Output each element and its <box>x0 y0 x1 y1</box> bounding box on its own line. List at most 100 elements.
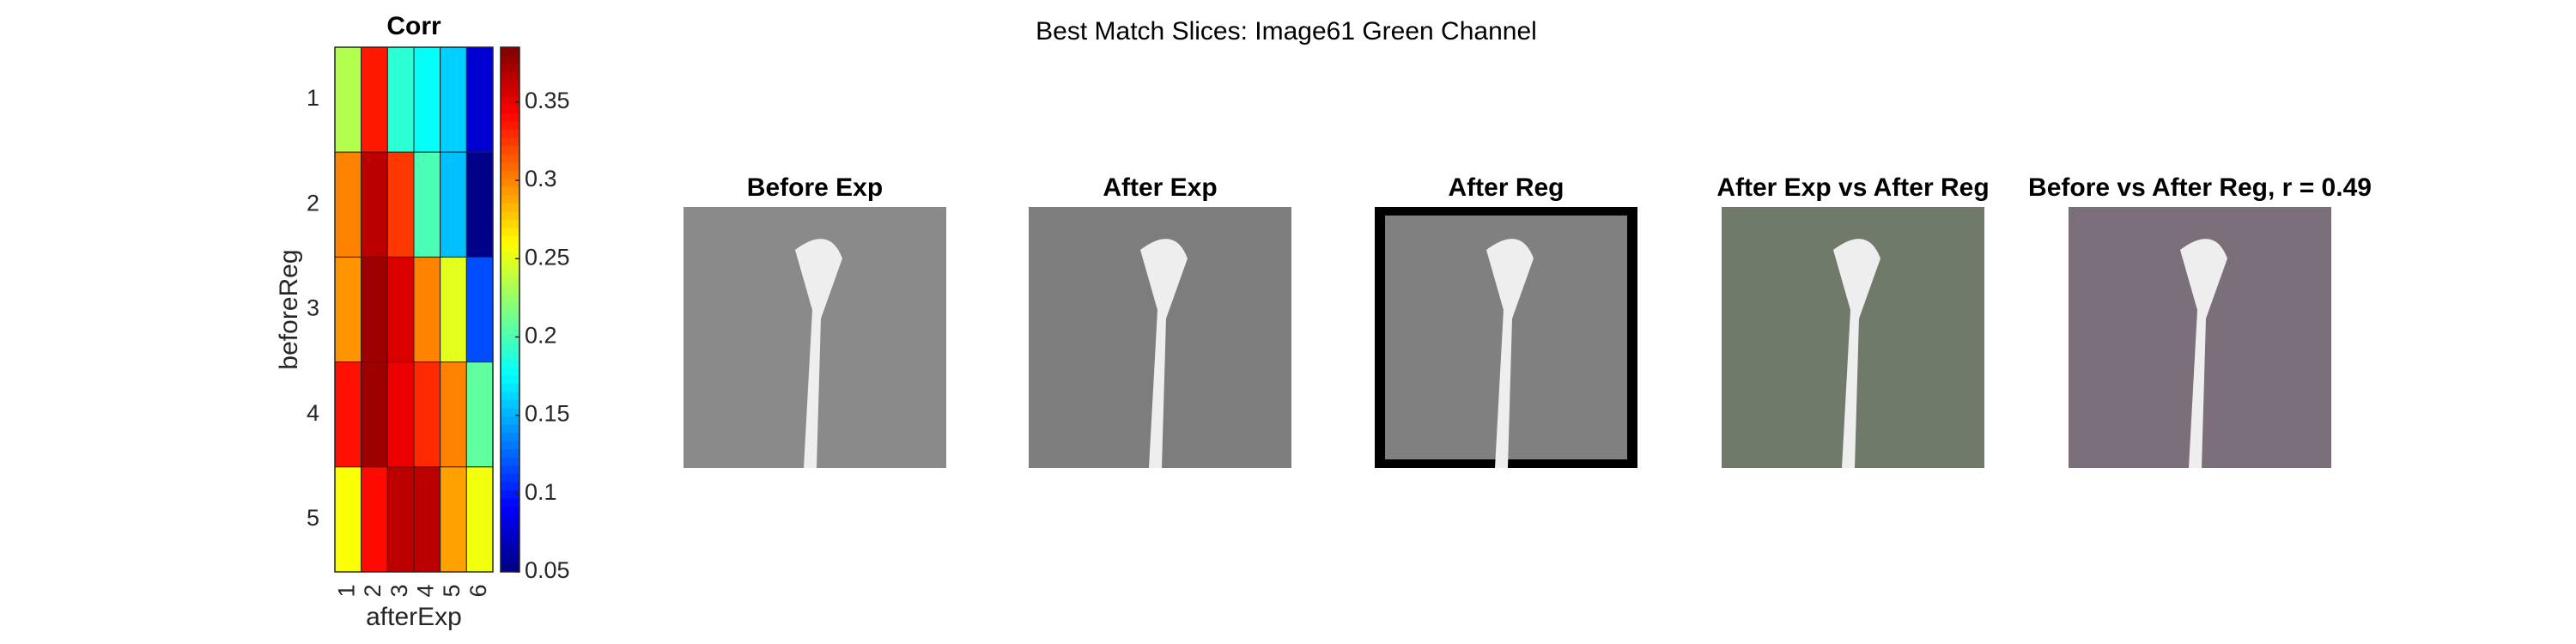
heatmap-cell <box>465 256 494 363</box>
colorbar-swatch <box>501 498 519 507</box>
heatmap-cell <box>440 151 467 258</box>
x-tick-label: 5 <box>439 584 465 597</box>
colorbar-swatch <box>501 120 519 130</box>
heatmap-cell <box>440 46 467 153</box>
colorbar-swatch <box>501 416 519 425</box>
colorbar-swatch <box>501 424 519 434</box>
colorbar-box <box>500 46 520 573</box>
heatmap-cell <box>361 466 388 573</box>
colorbar-tick-label: 0.1 <box>525 479 557 505</box>
x-tick-label: 2 <box>360 584 386 597</box>
y-axis-label: beforeReg <box>275 249 303 369</box>
colorbar-tick-label: 0.3 <box>525 166 557 191</box>
colorbar-swatch <box>501 88 519 97</box>
colorbar-tick-label: 0.35 <box>525 88 570 113</box>
image-feature <box>1486 239 1534 468</box>
panel-title: After Exp <box>1103 173 1217 202</box>
heatmap-cell <box>413 466 441 573</box>
colorbar-swatch <box>501 358 519 368</box>
colorbar-swatch <box>501 284 519 294</box>
heatmap-cell <box>465 361 494 468</box>
colorbar-swatch <box>501 350 519 360</box>
colorbar-swatch <box>501 170 519 179</box>
colorbar-swatch <box>501 178 519 187</box>
heatmap-cell <box>413 151 441 258</box>
colorbar-swatch <box>501 276 519 286</box>
x-axis-label: afterExp <box>366 603 462 631</box>
image-feature <box>1140 239 1188 468</box>
heatmap-cell <box>440 361 467 468</box>
colorbar-swatch <box>501 154 519 163</box>
colorbar-swatch <box>501 228 519 237</box>
colorbar-swatch <box>501 71 519 81</box>
x-tick-label: 1 <box>333 584 359 597</box>
heatmap-cell <box>334 361 362 468</box>
y-tick-label: 3 <box>307 295 319 321</box>
colorbar-swatch <box>501 506 519 515</box>
colorbar-swatch <box>501 235 519 245</box>
colorbar-swatch <box>501 489 519 499</box>
colorbar-swatch <box>501 440 519 450</box>
colorbar-swatch <box>501 408 519 417</box>
colorbar-swatch <box>501 47 519 57</box>
heatmap-cell <box>386 256 415 363</box>
panel-title: Before Exp <box>747 173 883 202</box>
heatmap-cell <box>386 46 415 153</box>
colorbar-swatch <box>501 391 519 401</box>
colorbar-tick-label: 0.2 <box>525 323 557 349</box>
heatmap-cell <box>361 46 388 153</box>
colorbar-swatch <box>501 161 519 171</box>
y-tick-label: 2 <box>307 190 319 216</box>
colorbar-swatch <box>501 334 519 343</box>
image-feature <box>1833 239 1880 468</box>
colorbar-swatch <box>501 293 519 302</box>
colorbar-swatch <box>501 219 519 228</box>
y-tick-label: 1 <box>307 85 319 111</box>
colorbar-swatch <box>501 514 519 524</box>
chart-title: Corr <box>386 12 441 40</box>
heatmap-cell <box>440 256 467 363</box>
colorbar-swatch <box>501 432 519 441</box>
figure-title: Best Match Slices: Image61 Green Channel <box>1036 17 1537 46</box>
colorbar-swatch <box>501 145 519 155</box>
colorbar-swatch <box>501 465 519 474</box>
heatmap-cell <box>334 46 362 153</box>
colorbar-swatch <box>501 137 519 147</box>
colorbar-swatch <box>501 104 519 113</box>
heatmap-cell <box>465 151 494 258</box>
colorbar-swatch <box>501 531 519 540</box>
colorbar-swatch <box>501 252 519 261</box>
colorbar-swatch <box>501 522 519 532</box>
heatmap-cell <box>334 256 362 363</box>
heatmap-cell <box>334 151 362 258</box>
colorbar-swatch <box>501 457 519 466</box>
colorbar-swatch <box>501 448 519 458</box>
axes-box <box>334 46 494 573</box>
colorbar-swatch <box>501 55 519 64</box>
colorbar-swatch <box>501 80 519 89</box>
x-tick-label: 3 <box>386 584 412 597</box>
heatmap-cell <box>386 151 415 258</box>
y-tick-label: 5 <box>307 505 319 531</box>
colorbar-swatch <box>501 301 519 310</box>
colorbar-swatch <box>501 473 519 483</box>
colorbar-tick-label: 0.05 <box>525 557 570 583</box>
heatmap-cell <box>413 256 441 363</box>
colorbar-swatch <box>501 194 519 204</box>
colorbar-swatch <box>501 112 519 122</box>
image-feature <box>2180 239 2227 468</box>
heatmap-cell <box>413 46 441 153</box>
x-tick-label: 6 <box>465 584 491 597</box>
colorbar-swatch <box>501 203 519 212</box>
colorbar-swatch <box>501 244 519 253</box>
colorbar-tick-label: 0.15 <box>525 401 570 427</box>
colorbar-swatch <box>501 96 519 106</box>
colorbar-swatch <box>501 186 519 196</box>
colorbar-swatch <box>501 399 519 409</box>
colorbar-swatch <box>501 260 519 270</box>
heatmap-cell <box>334 466 362 573</box>
x-tick-label: 4 <box>412 584 438 597</box>
heatmap-cell <box>361 256 388 363</box>
